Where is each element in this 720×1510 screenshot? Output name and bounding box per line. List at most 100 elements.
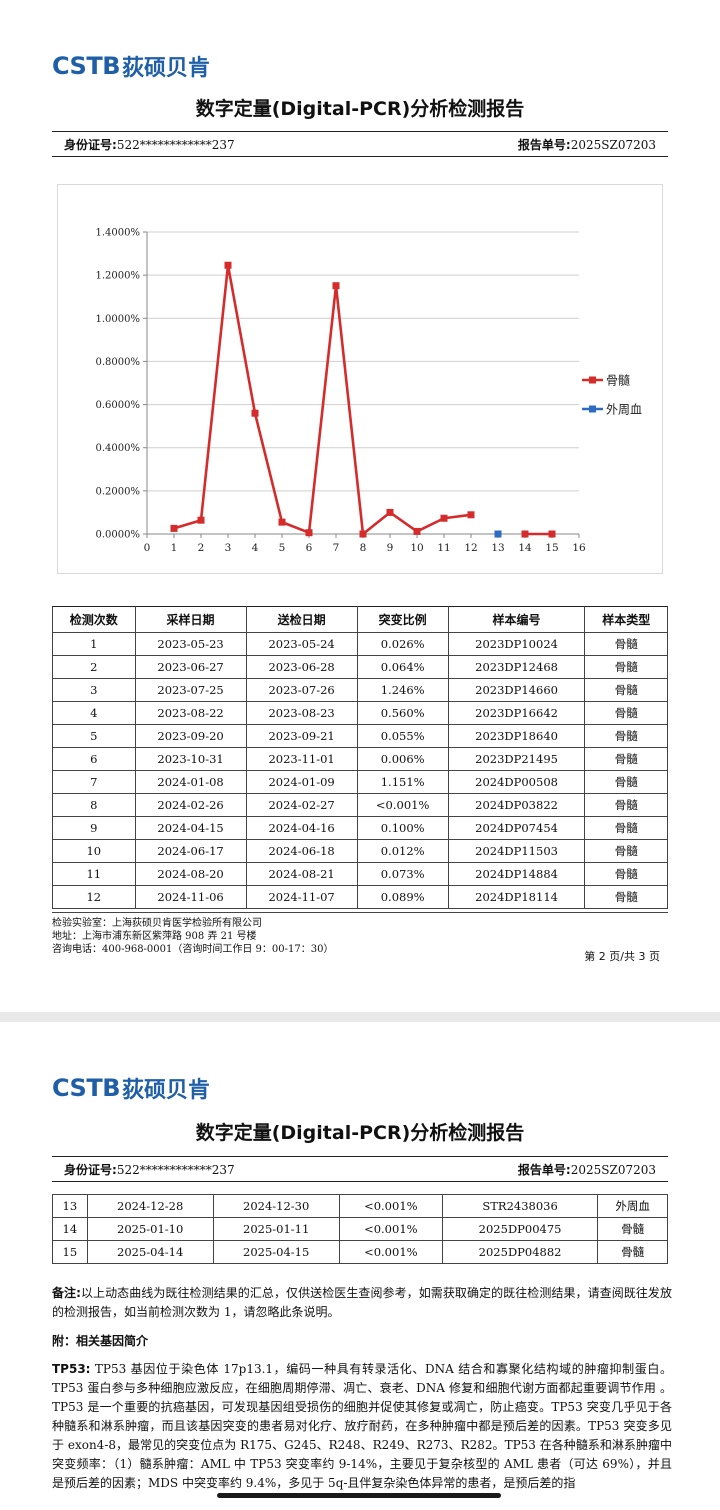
id-label: 身份证号: — [64, 1162, 117, 1177]
table-row: 9 2024-04-15 2024-04-16 0.100% 2024DP07454 骨髓 — [52, 816, 668, 840]
series-line-bone-marrow — [173, 263, 472, 536]
table-body: 1 2023-05-23 2023-05-24 0.026% 2023DP10024 骨髓… — [52, 632, 668, 909]
table-cell: 骨髓 — [597, 1240, 668, 1264]
appendix-title: 附：相关基因简介 — [52, 1334, 149, 1348]
col-header: 检测次数 — [52, 606, 136, 633]
col-header: 样本编号 — [447, 606, 586, 633]
legend-swatch-marker — [589, 405, 596, 413]
table-cell: 2024-02-27 — [245, 793, 358, 817]
table-cell: 2024-12-30 — [212, 1194, 340, 1218]
table-cell: 2024-11-07 — [245, 885, 358, 909]
data-point — [548, 530, 556, 538]
table-cell: 2025-04-15 — [212, 1240, 340, 1264]
results-table-continued: 13 2024-12-28 2024-12-30 <0.001% STR2438036 外… — [52, 1194, 668, 1264]
table-cell: 7 — [52, 770, 136, 794]
table-cell: 2023-09-21 — [245, 724, 358, 748]
table-cell: 2023-05-24 — [245, 632, 358, 656]
table-cell: 2024-01-08 — [134, 770, 247, 794]
table-row: 6 2023-10-31 2023-11-01 0.006% 2023DP21495 骨髓 — [52, 747, 668, 771]
table-cell: 2023-06-28 — [245, 655, 358, 679]
table-cell: 2024DP07454 — [447, 816, 586, 840]
table-cell: 外周血 — [597, 1194, 668, 1218]
table-cell: 2023-08-22 — [134, 701, 247, 725]
table-row: 13 2024-12-28 2024-12-30 <0.001% STR2438036 外… — [52, 1194, 668, 1218]
table-cell: 5 — [52, 724, 136, 748]
table-cell: 2023-09-20 — [134, 724, 247, 748]
table-cell: 2024DP00508 — [447, 770, 586, 794]
remark-paragraph: 备注:以上动态曲线为既往检测结果的汇总，仅供送检医生查阅参考，如需获取确定的既往… — [52, 1284, 672, 1322]
report-value: 2025SZ07203 — [570, 137, 656, 152]
report-page-2: CSTB 荻硕贝肯 数字定量(Digital-PCR)分析检测报告 身份证号:5… — [0, 0, 720, 1012]
id-number: 身份证号:522************237 — [64, 1161, 235, 1178]
table-cell: 2024-08-20 — [134, 862, 247, 886]
data-point — [494, 530, 502, 538]
table-cell: 2023DP18640 — [447, 724, 586, 748]
x-tick-label: 3 — [225, 542, 232, 554]
table-cell: 2023DP12468 — [447, 655, 586, 679]
table-cell: 1 — [52, 632, 136, 656]
x-tick-label: 5 — [279, 542, 286, 554]
x-tick-label: 10 — [410, 542, 423, 554]
logo-latin-text: CSTB — [52, 1074, 121, 1102]
table-cell: <0.001% — [338, 1240, 444, 1264]
lab-phone: 咨询电话：400-968-0001（咨询时间工作日 9：00-17：30） — [52, 944, 334, 955]
table-row: 8 2024-02-26 2024-02-27 <0.001% 2024DP03822 骨… — [52, 793, 668, 817]
x-tick-label: 6 — [306, 542, 313, 554]
x-tick-label: 12 — [464, 542, 477, 554]
legend-swatch-marker — [589, 376, 596, 384]
id-number: 身份证号:522************237 — [64, 136, 235, 153]
home-indicator[interactable] — [217, 1493, 501, 1498]
gene-label: TP53: — [52, 1362, 91, 1376]
table-cell: 0.012% — [356, 839, 449, 863]
table-row: 14 2025-01-10 2025-01-11 <0.001% 2025DP00475… — [52, 1217, 668, 1241]
table-cell: 2023-11-01 — [245, 747, 358, 771]
x-tick-label: 0 — [144, 542, 151, 554]
table-row: 3 2023-07-25 2023-07-26 1.246% 2023DP14660 骨髓 — [52, 678, 668, 702]
brand-logo: CSTB 荻硕贝肯 — [52, 1072, 210, 1104]
data-point — [278, 518, 286, 526]
table-cell: 骨髓 — [584, 816, 668, 840]
table-cell: 0.055% — [356, 724, 449, 748]
table-cell: 骨髓 — [584, 839, 668, 863]
y-tick-label: 1.0000% — [96, 314, 141, 325]
x-tick-label: 4 — [252, 542, 259, 554]
table-cell: 2024-04-16 — [245, 816, 358, 840]
table-cell: 2025-01-10 — [86, 1217, 214, 1241]
table-cell: 3 — [52, 678, 136, 702]
table-cell: 0.006% — [356, 747, 449, 771]
table-cell: 1.246% — [356, 678, 449, 702]
x-tick-label: 13 — [491, 542, 504, 554]
table-cell: 2023DP21495 — [447, 747, 586, 771]
table-cell: STR2438036 — [442, 1194, 599, 1218]
data-point — [251, 409, 259, 417]
table-cell: 2024DP18114 — [447, 885, 586, 909]
table-row: 11 2024-08-20 2024-08-21 0.073% 2024DP14884 骨… — [52, 862, 668, 886]
report-title: 数字定量(Digital-PCR)分析检测报告 — [195, 1122, 525, 1144]
y-tick-label: 0.6000% — [96, 400, 141, 411]
table-cell: 2024-06-17 — [134, 839, 247, 863]
table-cell: 2023-08-23 — [245, 701, 358, 725]
page-number: 第 2 页/共 3 页 — [584, 950, 660, 963]
table-row: 1 2023-05-23 2023-05-24 0.026% 2023DP10024 骨髓 — [52, 632, 668, 656]
table-row: 12 2024-11-06 2024-11-07 0.089% 2024DP18114 骨… — [52, 885, 668, 909]
data-point — [170, 524, 178, 532]
id-label: 身份证号: — [64, 137, 117, 152]
meta-line: 身份证号:522************237 报告单号:2025SZ07203 — [52, 131, 668, 157]
table-cell: 11 — [52, 862, 136, 886]
table-row: 5 2023-09-20 2023-09-21 0.055% 2023DP18640 骨髓 — [52, 724, 668, 748]
x-tick-label: 15 — [545, 542, 558, 554]
mutation-trend-chart: 0.0000% 0.2000% 0.4000% 0.6000% 0.8000% 1.000… — [57, 184, 663, 574]
data-point — [359, 530, 367, 538]
table-cell: 4 — [52, 701, 136, 725]
results-table: 检测次数 采样日期 送检日期 突变比例 样本编号 样本类型 1 2023-05-2… — [52, 606, 668, 909]
table-cell: 2023-05-23 — [134, 632, 247, 656]
table-cell: 2024-08-21 — [245, 862, 358, 886]
id-value: 522************237 — [116, 137, 235, 152]
table-cell: 0.100% — [356, 816, 449, 840]
table-cell: 2024DP03822 — [447, 793, 586, 817]
report-number: 报告单号:2025SZ07203 — [518, 136, 656, 153]
table-cell: <0.001% — [338, 1194, 444, 1218]
table-cell: 2024DP14884 — [447, 862, 586, 886]
lab-info: 检验实验室：上海荻硕贝肯医学检验所有限公司 地址：上海市浦东新区紫萍路 908 … — [52, 912, 668, 956]
y-tick-label: 1.2000% — [96, 271, 141, 282]
